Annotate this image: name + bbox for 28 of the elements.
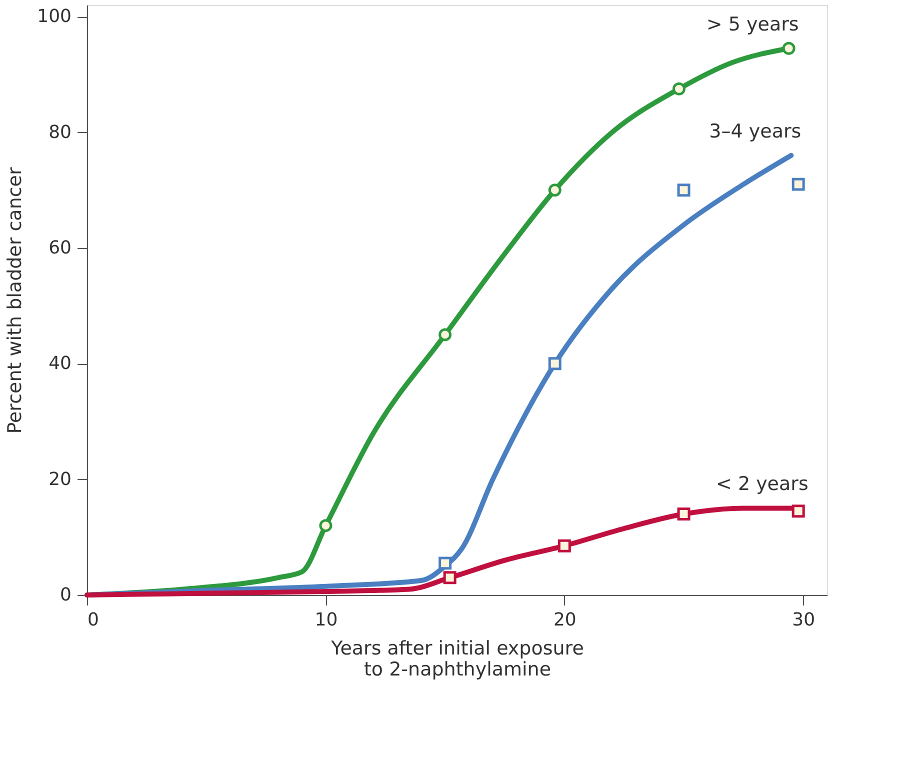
point — [558, 539, 571, 552]
point — [548, 184, 562, 197]
series-label: 3–4 years — [709, 120, 802, 142]
x-tick-label: 10 — [314, 610, 338, 630]
y-tick-label: 40 — [48, 353, 72, 374]
point — [677, 184, 690, 197]
point — [677, 508, 690, 521]
y-tick-label: 100 — [37, 6, 72, 28]
point — [438, 328, 452, 342]
y-axis-title: Percent with bladder cancer — [4, 167, 26, 434]
y-tick-label: 0 — [60, 584, 72, 606]
point — [319, 519, 332, 532]
x-axis-title: Years after initial exposure to 2-naphthylamine — [330, 638, 584, 680]
point — [438, 556, 452, 570]
point — [443, 571, 456, 584]
series-label: < 2 years — [716, 473, 808, 496]
y-tick-label: 20 — [48, 468, 72, 490]
x-tick-label: 0 — [88, 610, 99, 630]
series-label: > 5 years — [706, 13, 799, 36]
x-tick-label: 30 — [792, 610, 816, 630]
y-tick-label: 60 — [48, 237, 72, 258]
y-tick-label: 80 — [48, 122, 72, 143]
point — [548, 357, 562, 370]
point — [672, 82, 686, 96]
point — [792, 178, 805, 191]
point — [782, 42, 796, 55]
point — [792, 504, 805, 518]
x-tick-label: 20 — [553, 610, 576, 630]
